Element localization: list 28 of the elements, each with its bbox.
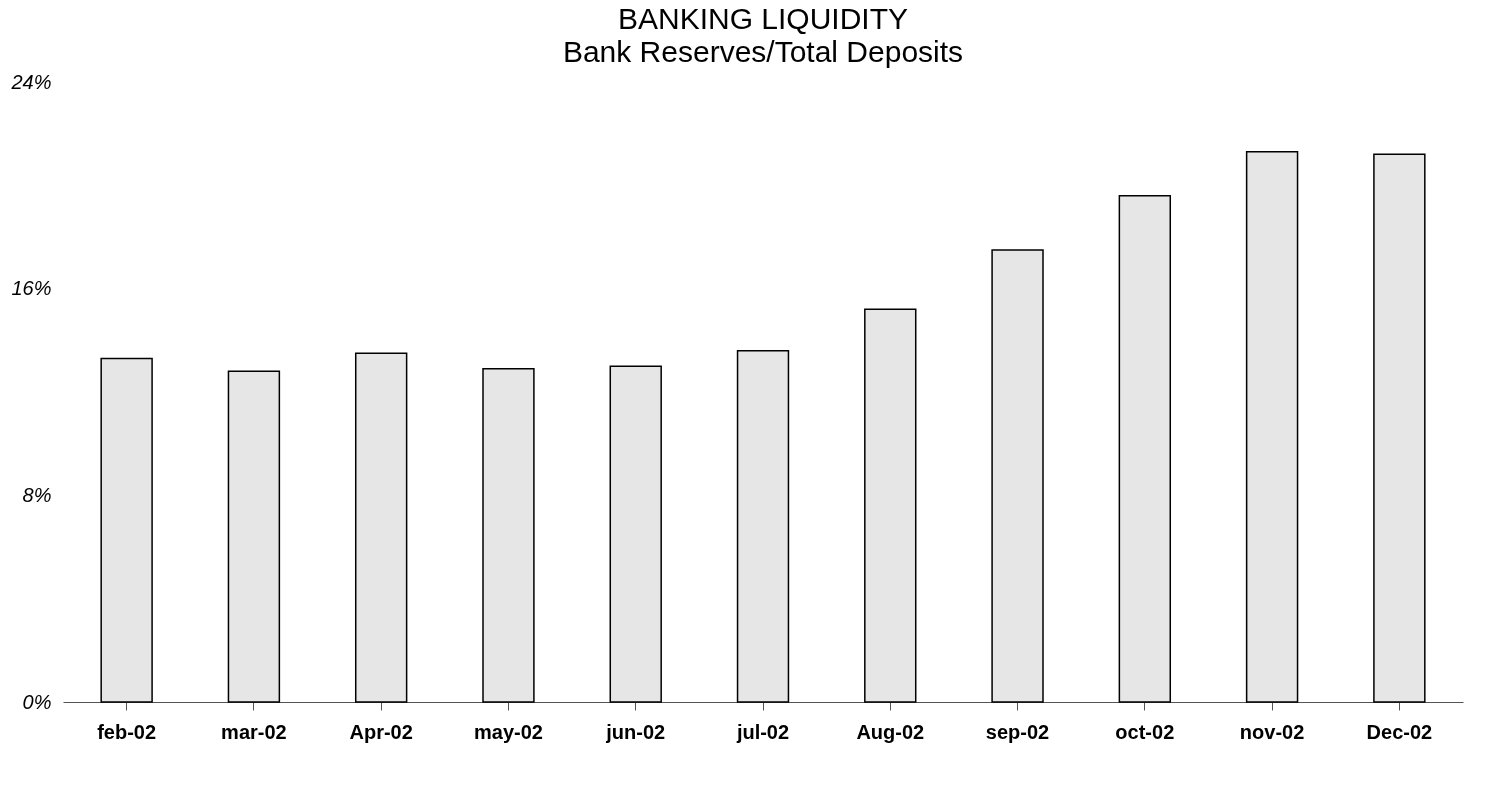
bar [736,349,790,703]
chart-subtitle: Bank Reserves/Total Deposits [562,35,964,68]
bar [227,370,281,703]
y-tick-label: 8% [22,483,52,506]
y-tick-label: 24% [10,70,52,93]
chart-title: BANKING LIQUIDITY [617,2,909,35]
x-tick-label: nov-02 [1239,720,1305,743]
x-tick-label: mar-02 [221,720,287,743]
y-tick-label: 0% [22,690,52,713]
x-tick-label: Dec-02 [1366,720,1433,743]
x-tick-label: Apr-02 [349,720,413,743]
bar [609,365,662,703]
bar [1118,194,1172,703]
bar [354,352,408,703]
x-tick-label: may-02 [473,720,543,743]
x-tick-label: oct-02 [1115,720,1175,743]
y-tick-label: 16% [11,277,52,300]
x-tick-label: Aug-02 [856,720,925,743]
bar [1373,153,1426,703]
bar [864,308,917,703]
bar [100,357,153,703]
bar [1245,151,1299,703]
x-tick-label: jun-02 [605,720,666,743]
x-tick-label: jul-02 [735,720,790,743]
x-tick-label: feb-02 [97,720,157,743]
x-tick-label: sep-02 [985,720,1050,743]
bar [482,368,535,703]
bar [991,249,1044,703]
